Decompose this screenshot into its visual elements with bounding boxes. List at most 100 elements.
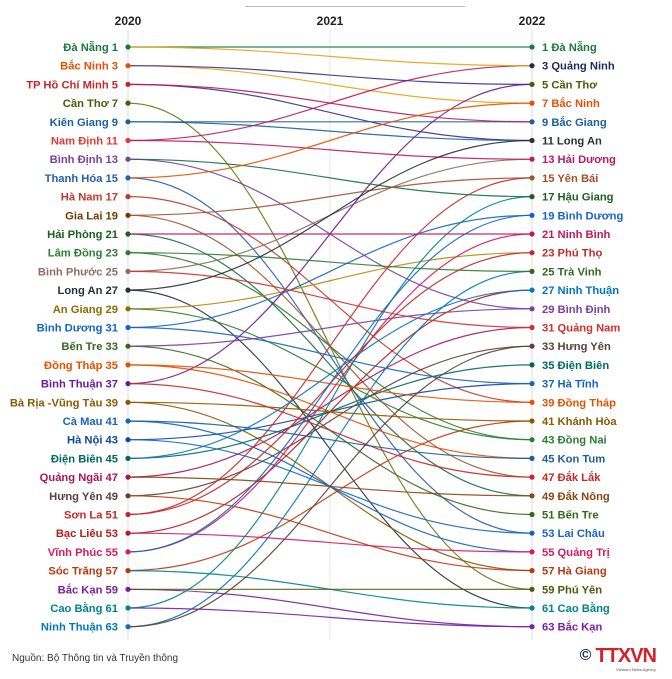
left-dot-14	[125, 306, 131, 312]
right-label-18: 37 Hà Tĩnh	[542, 379, 599, 391]
left-label-9: Gia Lai 19	[65, 210, 118, 222]
left-label-20: Cà Mau 41	[63, 416, 118, 428]
right-dot-5	[529, 137, 535, 144]
series-line-28	[127, 420, 533, 572]
right-label-23: 47 Đắk Lắk	[542, 471, 601, 484]
left-dot-1	[125, 63, 131, 69]
extra-line-13	[127, 326, 533, 385]
copyright-icon: ©	[579, 647, 592, 664]
top-decoration	[245, 0, 465, 7]
left-dot-30	[125, 605, 131, 611]
right-dot-13	[529, 287, 535, 293]
left-dot-4	[125, 119, 131, 125]
right-label-29: 59 Phú Yên	[542, 584, 602, 596]
right-dot-21	[529, 437, 535, 443]
right-dot-1	[529, 63, 535, 69]
left-dot-9	[125, 212, 131, 218]
extra-line-25	[127, 214, 533, 553]
left-dot-29	[125, 586, 131, 592]
extra-line-20	[127, 289, 533, 459]
right-dot-10	[529, 231, 535, 237]
series-line-24	[127, 345, 533, 497]
right-label-11: 23 Phú Thọ	[542, 248, 602, 260]
extra-line-9	[127, 252, 533, 272]
right-dot-14	[529, 306, 535, 312]
logo-text: TTXVN	[595, 644, 657, 667]
extra-line-11	[127, 139, 533, 291]
right-dot-7	[529, 175, 535, 181]
right-dot-23	[529, 474, 535, 480]
left-dot-26	[125, 530, 131, 536]
left-label-19: Bà Rịa -Vũng Tàu 39	[10, 397, 118, 409]
right-label-0: 1 Đà Nẵng	[542, 41, 597, 54]
left-label-10: Hải Phòng 21	[47, 229, 118, 241]
series-line-31	[127, 270, 533, 628]
extra-line-6	[127, 102, 533, 179]
left-label-31: Ninh Thuận 63	[41, 622, 118, 634]
series-line-29	[127, 588, 533, 628]
left-label-22: Điện Biên 45	[51, 453, 118, 465]
series-line-2	[127, 83, 533, 142]
right-label-22: 45 Kon Tum	[542, 453, 605, 465]
left-dot-10	[125, 231, 131, 237]
left-label-15: Bình Dương 31	[37, 323, 118, 335]
right-dot-17	[529, 362, 535, 368]
left-dot-17	[125, 362, 131, 368]
right-dot-18	[529, 381, 535, 387]
left-label-7: Thanh Hóa 15	[45, 173, 118, 185]
left-dot-0	[125, 44, 131, 50]
left-dot-27	[125, 549, 131, 555]
series-line-15	[127, 214, 533, 329]
left-label-13: Long An 27	[58, 285, 119, 297]
series-line-1	[127, 65, 533, 104]
right-label-30: 61 Cao Bằng	[542, 602, 610, 615]
right-label-26: 53 Lai Châu	[542, 528, 605, 540]
left-label-23: Quảng Ngãi 47	[40, 472, 118, 484]
left-label-24: Hưng Yên 49	[49, 491, 118, 503]
year-2020-label: 2020	[114, 14, 142, 28]
right-dot-12	[529, 268, 535, 274]
extra-line-10	[127, 270, 533, 329]
right-label-2: 5 Cần Thơ	[542, 79, 597, 91]
right-dot-26	[529, 530, 535, 536]
right-label-16: 33 Hưng Yên	[542, 341, 611, 353]
right-dot-22	[529, 455, 535, 461]
left-label-25: Sơn La 51	[64, 510, 118, 522]
extra-line-28	[127, 607, 533, 628]
right-label-6: 13 Hải Dương	[542, 154, 616, 166]
year-2022-label: 2022	[518, 14, 546, 28]
left-label-17: Đồng Tháp 35	[44, 360, 118, 372]
left-dot-11	[125, 250, 131, 256]
left-label-21: Hà Nội 43	[67, 435, 118, 447]
left-dot-7	[125, 175, 131, 181]
extra-line-17	[127, 401, 533, 422]
right-dot-29	[529, 586, 535, 592]
left-dot-24	[125, 493, 131, 499]
left-label-28: Sóc Trăng 57	[48, 566, 118, 578]
left-dot-13	[125, 287, 131, 293]
right-label-13: 27 Ninh Thuận	[542, 285, 619, 297]
right-label-4: 9 Bắc Giang	[542, 116, 607, 129]
left-dot-22	[125, 455, 131, 461]
right-dot-9	[529, 212, 535, 218]
left-dot-21	[125, 437, 131, 443]
left-label-11: Lâm Đồng 23	[48, 248, 118, 260]
right-dot-11	[529, 250, 535, 256]
extra-line-3	[127, 121, 533, 142]
left-label-27: Vĩnh Phúc 55	[48, 547, 118, 559]
right-dot-27	[529, 549, 535, 555]
extra-line-5	[127, 158, 533, 198]
left-dot-31	[125, 624, 131, 630]
right-label-21: 43 Đồng Nai	[542, 435, 607, 447]
left-label-6: Bình Định 13	[50, 154, 118, 166]
right-dot-24	[529, 493, 535, 499]
right-dot-19	[529, 399, 535, 405]
left-label-2: TP Hồ Chí Minh 5	[26, 79, 118, 91]
right-label-20: 41 Khánh Hòa	[542, 416, 617, 428]
right-label-10: 21 Ninh Bình	[542, 229, 611, 241]
right-label-14: 29 Bình Định	[542, 304, 611, 316]
right-label-3: 7 Bắc Ninh	[542, 97, 600, 110]
left-dot-3	[125, 100, 131, 106]
series-line-14	[127, 252, 533, 310]
